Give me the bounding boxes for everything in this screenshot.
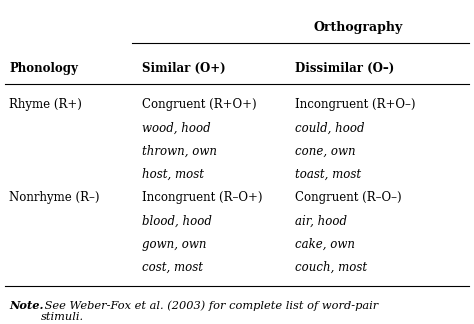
Text: Rhyme (R+): Rhyme (R+): [9, 98, 82, 111]
Text: host, most: host, most: [142, 168, 204, 181]
Text: wood, hood: wood, hood: [142, 122, 210, 135]
Text: cone, own: cone, own: [295, 145, 356, 158]
Text: Nonrhyme (R–): Nonrhyme (R–): [9, 191, 100, 204]
Text: Incongruent (R–O+): Incongruent (R–O+): [142, 191, 262, 204]
Text: could, hood: could, hood: [295, 122, 365, 135]
Text: Orthography: Orthography: [313, 21, 402, 34]
Text: Incongruent (R+O–): Incongruent (R+O–): [295, 98, 416, 111]
Text: Phonology: Phonology: [9, 62, 78, 75]
Text: Similar (O+): Similar (O+): [142, 62, 226, 75]
Text: air, hood: air, hood: [295, 214, 347, 227]
Text: gown, own: gown, own: [142, 237, 206, 250]
Text: cost, most: cost, most: [142, 261, 203, 274]
Text: blood, hood: blood, hood: [142, 214, 212, 227]
Text: Congruent (R+O+): Congruent (R+O+): [142, 98, 256, 111]
Text: cake, own: cake, own: [295, 237, 355, 250]
Text: thrown, own: thrown, own: [142, 145, 217, 158]
Text: Note.: Note.: [9, 300, 44, 311]
Text: couch, most: couch, most: [295, 261, 367, 274]
Text: See Weber-Fox et al. (2003) for complete list of word-pair
stimuli.: See Weber-Fox et al. (2003) for complete…: [41, 300, 378, 322]
Text: Congruent (R–O–): Congruent (R–O–): [295, 191, 401, 204]
Text: Dissimilar (O–): Dissimilar (O–): [295, 62, 394, 75]
Text: toast, most: toast, most: [295, 168, 361, 181]
